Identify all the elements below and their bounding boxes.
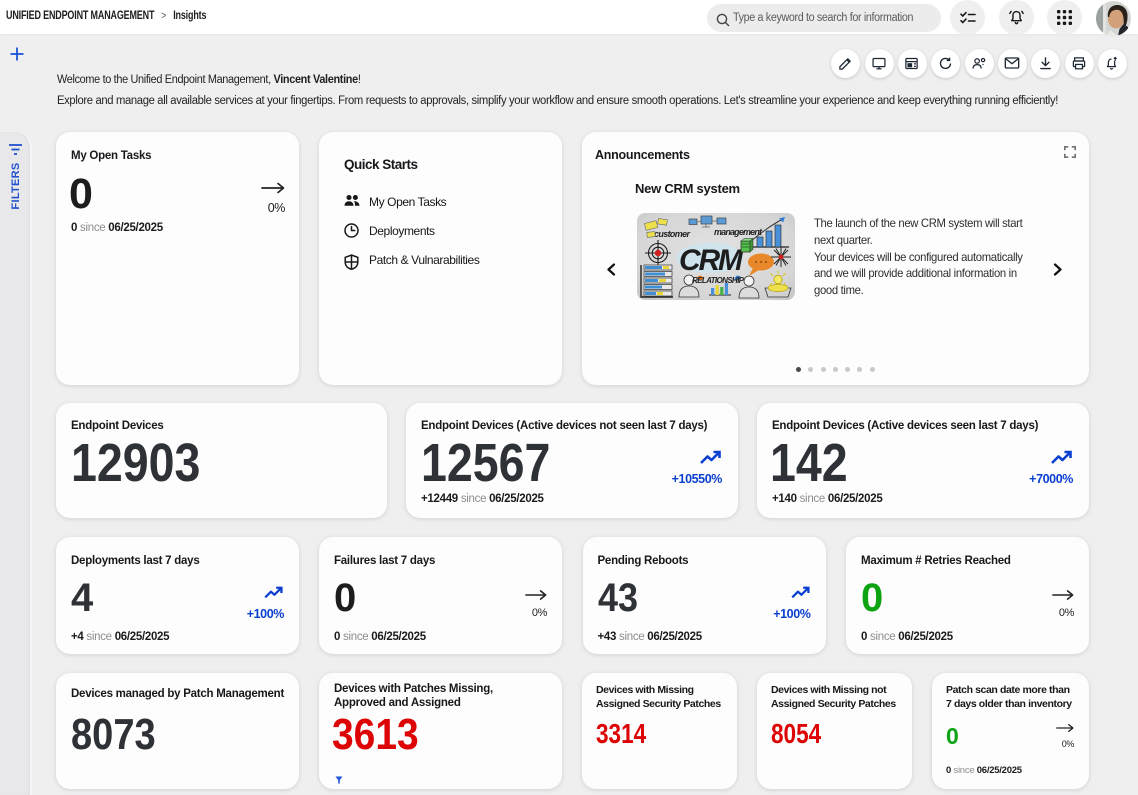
svg-text:management: management	[714, 227, 763, 237]
svg-text:CRM: CRM	[679, 244, 744, 277]
svg-text:customer: customer	[654, 229, 690, 239]
svg-text:RELATIONSHIP: RELATIONSHIP	[692, 276, 745, 285]
